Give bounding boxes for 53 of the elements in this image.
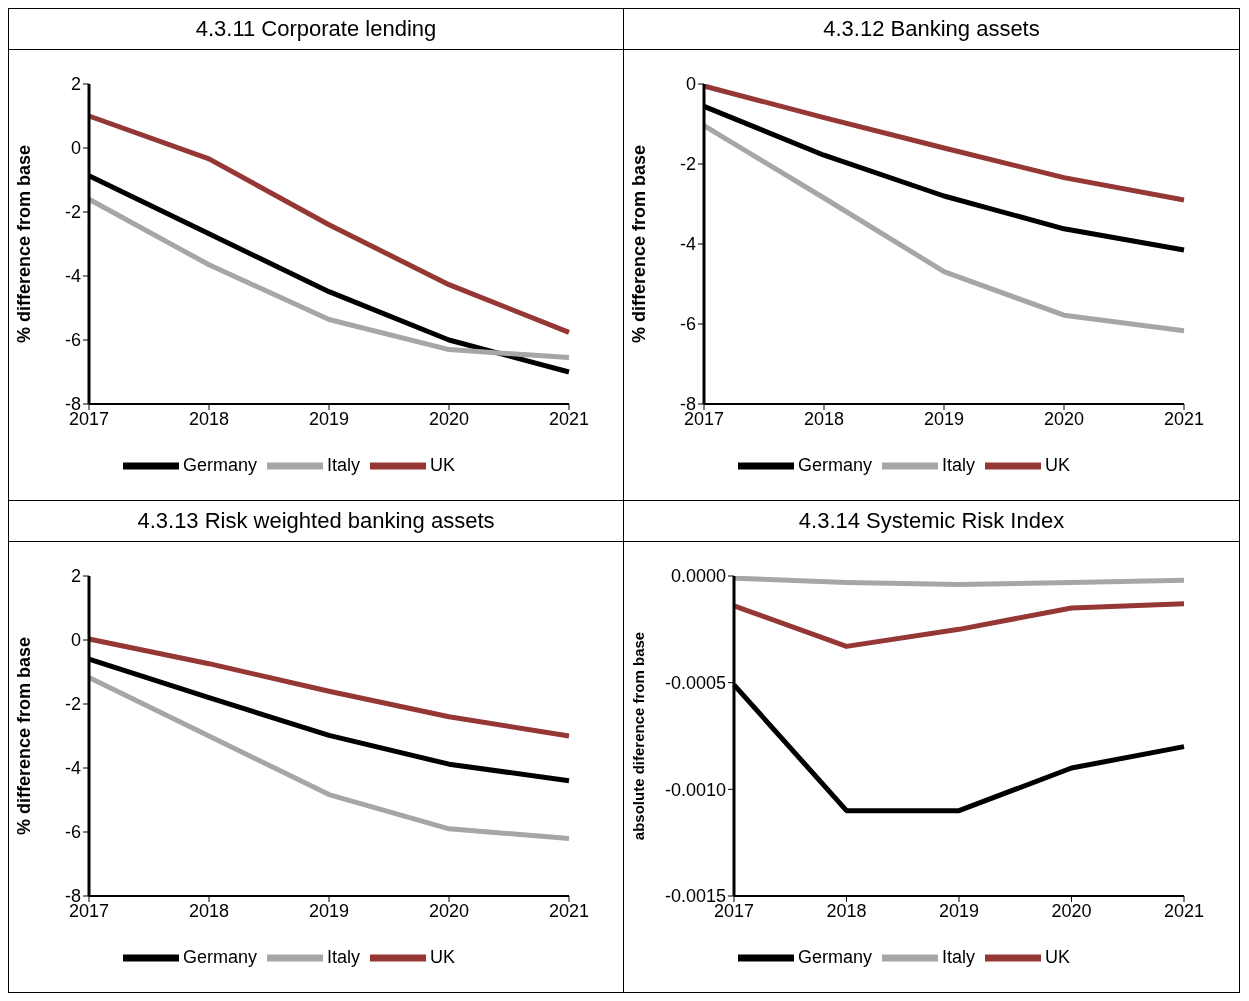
- y-axis-title: absolute diference from base: [630, 631, 648, 841]
- y-tick-label: -2: [64, 694, 81, 715]
- y-tick-label: -2: [64, 202, 81, 223]
- chart-title: 4.3.12 Banking assets: [624, 9, 1239, 50]
- y-tick-label: 0: [70, 630, 81, 651]
- legend-label: Germany: [182, 946, 257, 967]
- y-tick-label: -6: [679, 314, 696, 335]
- x-tick-label: 2019: [308, 900, 350, 921]
- x-tick-label: 2018: [188, 408, 230, 429]
- y-axis-title: % difference from base: [14, 636, 35, 836]
- x-tick-label: 2019: [923, 408, 965, 429]
- legend-label: UK: [430, 454, 456, 475]
- y-tick-label: 0.0000: [670, 566, 726, 587]
- y-tick-label: -6: [64, 822, 81, 843]
- y-tick-label: -4: [64, 266, 81, 287]
- x-tick-label: 2021: [548, 900, 590, 921]
- x-tick-label: 2018: [188, 900, 230, 921]
- x-tick-label: 2021: [548, 408, 590, 429]
- y-tick-label: -4: [64, 758, 81, 779]
- legend-label: Italy: [942, 946, 976, 967]
- x-tick-label: 2020: [428, 900, 470, 921]
- x-tick-label: 2019: [938, 900, 980, 921]
- legend-label: Italy: [327, 454, 361, 475]
- chart-title: 4.3.11 Corporate lending: [9, 9, 623, 50]
- y-tick-label: 2: [70, 566, 81, 587]
- y-tick-label: -4: [679, 234, 696, 255]
- y-axis-title: % difference from base: [629, 144, 650, 344]
- x-tick-label: 2019: [308, 408, 350, 429]
- x-tick-label: 2021: [1163, 900, 1205, 921]
- y-tick-label: -0.0005: [664, 673, 726, 694]
- y-tick-label: 0: [70, 138, 81, 159]
- x-tick-label: 2020: [1043, 408, 1085, 429]
- x-tick-label: 2018: [803, 408, 845, 429]
- legend-label: UK: [1045, 454, 1071, 475]
- legend-label: Italy: [327, 946, 361, 967]
- legend-label: Germany: [182, 454, 257, 475]
- y-tick-label: -0.0010: [664, 779, 726, 800]
- y-tick-label: -6: [64, 330, 81, 351]
- legend-label: UK: [1045, 946, 1071, 967]
- chart-title: 4.3.13 Risk weighted banking assets: [9, 501, 623, 542]
- chart-title: 4.3.14 Systemic Risk Index: [624, 501, 1239, 542]
- y-axis-title: % difference from base: [14, 144, 35, 344]
- y-tick-label: 0: [685, 74, 696, 95]
- x-tick-label: 2021: [1163, 408, 1205, 429]
- legend-label: Italy: [942, 454, 976, 475]
- x-tick-label: 2020: [428, 408, 470, 429]
- x-tick-label: 2020: [1051, 900, 1092, 921]
- legend-label: Germany: [797, 454, 872, 475]
- legend-label: Germany: [797, 946, 872, 967]
- y-tick-label: -2: [679, 154, 696, 175]
- legend-label: UK: [430, 946, 456, 967]
- x-tick-label: 2018: [826, 900, 867, 921]
- y-tick-label: 2: [70, 74, 81, 95]
